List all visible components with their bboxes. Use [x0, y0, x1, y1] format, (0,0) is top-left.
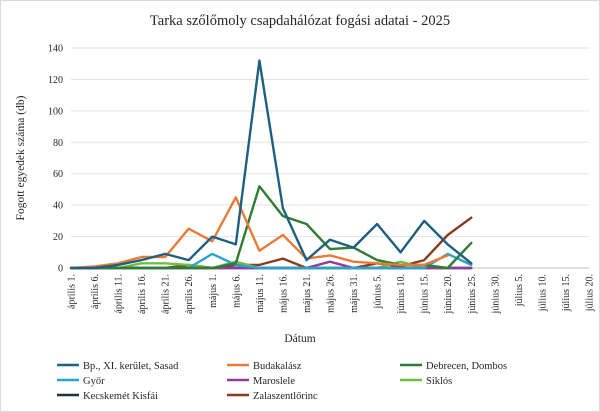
legend: Bp., XI. kerület, Sasad Budakalász Debrece…: [57, 361, 507, 402]
series-line: [69, 185, 473, 270]
grid-lines: [71, 47, 589, 269]
x-tick-label: június 20.: [443, 274, 454, 314]
series-line: [69, 59, 473, 270]
y-tick-label: 140: [48, 44, 63, 55]
chart-title: Tarka szőlőmoly csapdahálózat fogási ada…: [150, 13, 450, 29]
x-axis-label: Dátum: [284, 333, 315, 345]
x-tick-label: június 25.: [467, 274, 478, 314]
x-tick-label: június 30.: [490, 274, 501, 314]
x-tick-label: június 10.: [396, 274, 407, 314]
x-tick-label: április 21.: [161, 274, 172, 314]
y-tick-label: 100: [48, 106, 63, 117]
x-tick-label: április 26.: [184, 274, 195, 314]
y-tick-label: 80: [53, 138, 63, 149]
series-line: [69, 196, 449, 270]
x-tick-label: július 10.: [537, 274, 548, 312]
y-tick-label: 60: [53, 169, 63, 180]
x-tick-label: július 15.: [561, 274, 572, 312]
y-tick-label: 0: [58, 264, 63, 275]
x-tick-label: május 21.: [302, 274, 313, 313]
x-tick-label: április 1.: [67, 274, 78, 309]
x-tick-label: május 31.: [349, 274, 360, 313]
legend-label: Debrecen, Dombos: [426, 361, 507, 372]
x-tick-label: június 5.: [373, 274, 384, 309]
x-tick-labels: április 1. április 6. április 11. április 1…: [67, 274, 596, 314]
legend-label: Bp., XI. kerület, Sasad: [83, 361, 179, 372]
x-tick-label: május 16.: [278, 274, 289, 313]
y-tick-labels: 0 20 40 60 80 100 120 140: [48, 44, 63, 275]
x-tick-label: július 20.: [585, 274, 596, 312]
y-tick-label: 120: [48, 75, 63, 86]
legend-label: Siklós: [426, 376, 452, 387]
y-tick-label: 20: [53, 232, 63, 243]
y-tick-label: 40: [53, 201, 63, 212]
x-tick-label: május 6.: [231, 274, 242, 308]
x-tick-label: május 1.: [208, 274, 219, 308]
legend-label: Kecskemét Kisfái: [83, 391, 158, 402]
series-lines: [69, 59, 473, 270]
x-tick-label: május 11.: [255, 274, 266, 313]
legend-label: Budakalász: [253, 361, 302, 372]
x-tick-label: július 5.: [514, 274, 525, 307]
x-tick-label: május 26.: [326, 274, 337, 313]
x-tick-label: április 11.: [114, 274, 125, 314]
legend-label: Maroslele: [253, 376, 295, 387]
x-tick-label: április 16.: [137, 274, 148, 314]
y-axis-label: Fogott egyedek száma (db): [15, 95, 27, 220]
x-tick-label: június 15.: [420, 274, 431, 314]
legend-label: Zalaszentlőrinc: [253, 391, 318, 402]
x-tick-label: április 6.: [90, 274, 101, 309]
legend-label: Győr: [83, 376, 105, 387]
